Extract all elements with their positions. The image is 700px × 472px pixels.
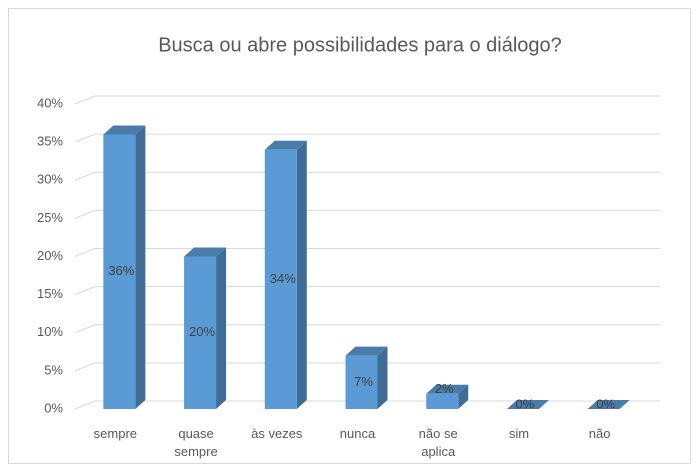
bar-side	[458, 384, 469, 409]
bar-top	[506, 400, 549, 409]
y-tick-label: 25%	[37, 210, 63, 225]
bar-side	[216, 247, 227, 409]
bar-top	[184, 247, 227, 257]
bar-top	[426, 384, 469, 394]
value-label: 34%	[270, 271, 296, 286]
y-tick-label: 30%	[37, 172, 63, 187]
grid-line	[74, 95, 660, 105]
bar-side	[135, 125, 146, 409]
chart-title: Busca ou abre possibilidades para o diál…	[158, 34, 562, 56]
value-label: 0%	[516, 396, 535, 411]
value-label: 36%	[108, 263, 134, 278]
grid-line	[74, 286, 660, 296]
grid-line	[74, 248, 660, 257]
y-tick-label: 20%	[37, 248, 63, 263]
x-tick-label: sempre	[93, 426, 138, 441]
value-label: 20%	[189, 324, 215, 339]
value-label: 2%	[435, 381, 454, 396]
bar-top	[587, 400, 630, 409]
bar-top	[264, 140, 307, 150]
x-tick-label: quase sempre	[174, 426, 218, 459]
bar-front	[103, 134, 136, 409]
grid-line	[74, 362, 660, 372]
value-label: 0%	[596, 396, 615, 411]
grid-line	[74, 400, 660, 410]
grid-line	[74, 209, 660, 219]
bar-side	[296, 140, 307, 409]
bar	[506, 400, 549, 409]
y-tick-label: 40%	[37, 95, 63, 110]
bar	[264, 140, 307, 409]
bar	[426, 384, 469, 409]
grid-line	[74, 171, 660, 181]
x-tick-label: nunca	[339, 426, 376, 441]
grid-line	[74, 324, 660, 334]
y-tick-label: 0%	[44, 400, 63, 415]
bar-top	[345, 346, 388, 356]
y-tick-label: 35%	[37, 134, 63, 149]
bar-front	[264, 149, 297, 409]
bar	[103, 125, 146, 409]
x-tick-label: não se aplica	[418, 426, 458, 459]
value-label: 7%	[354, 374, 373, 389]
y-tick-label: 10%	[37, 324, 63, 339]
bar	[587, 400, 630, 409]
x-tick-label: às vezes	[251, 426, 303, 441]
bar-front	[184, 256, 217, 409]
bar	[184, 247, 227, 409]
x-tick-label: sim	[508, 426, 530, 441]
x-tick-label: não	[588, 426, 611, 441]
bar	[345, 346, 388, 409]
grid-line	[74, 133, 660, 143]
bar-top	[103, 125, 146, 135]
bar-front	[426, 393, 459, 409]
y-tick-label: 5%	[44, 362, 63, 377]
bar-side	[377, 346, 388, 409]
y-tick-label: 15%	[37, 286, 63, 301]
bar-front	[345, 355, 378, 409]
